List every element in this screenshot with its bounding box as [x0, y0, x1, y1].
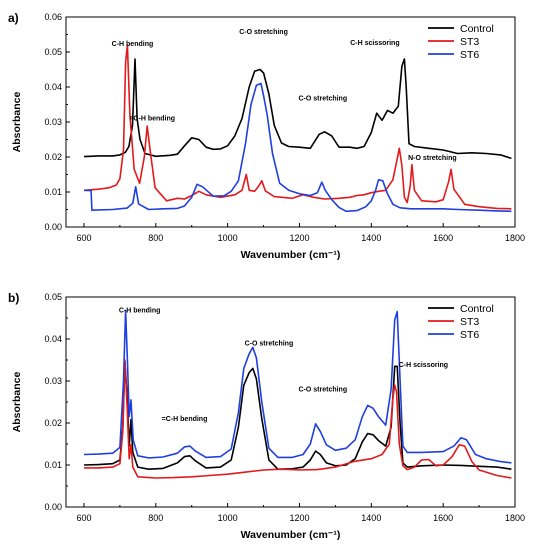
y-tick-label: 0.05: [44, 292, 62, 302]
annotation-label: C-H scissoring: [399, 362, 448, 369]
y-tick-label: 0.02: [44, 152, 62, 162]
x-tick-label: 1400: [361, 513, 381, 523]
y-tick-label: 0.05: [44, 47, 62, 57]
legend-label-st3: ST3: [460, 316, 479, 328]
y-tick-label: 0.06: [44, 12, 62, 22]
series-line-control: [83, 58, 512, 160]
x-tick-label: 1400: [361, 233, 381, 243]
legend-label-control: Control: [460, 23, 494, 35]
series-line-control: [83, 361, 512, 470]
annotation-label: C-O stretching: [239, 29, 288, 36]
legend-label-st3: ST3: [460, 36, 479, 48]
y-tick-label: 0.03: [44, 117, 62, 127]
x-axis-label: Wavenumber (cm⁻¹): [241, 529, 341, 541]
y-tick-label: 0.00: [44, 502, 62, 512]
x-tick-label: 600: [76, 513, 91, 523]
chart-panel-b: b) 600 800 1000 1200 1400 1600 1800 0.00 0.01 0.02…: [8, 291, 525, 541]
annotation-label: C-O stretching: [299, 387, 348, 394]
legend-label-control: Control: [460, 303, 494, 315]
y-tick-label: 0.01: [44, 187, 62, 197]
chart-panel-a: a) 600 800 1000 1200 1400 1600 1800 0.00 0.01 0.02…: [8, 11, 525, 261]
legend-label-st6: ST6: [460, 329, 479, 341]
x-tick-label: 1800: [505, 233, 525, 243]
x-tick-label: 1000: [218, 513, 238, 523]
annotation-label: C-H bending: [119, 308, 161, 315]
x-tick-label: 600: [76, 233, 91, 243]
y-tick-label: 0.04: [44, 82, 62, 92]
x-tick-label: 800: [148, 513, 163, 523]
y-tick-label: 0.01: [44, 460, 62, 470]
annotation-label: C-O stretching: [245, 340, 294, 347]
y-axis-label: Absorbance: [11, 92, 23, 153]
series-line-st6: [83, 82, 512, 213]
x-tick-label: 1800: [505, 513, 525, 523]
x-tick-label: 1600: [433, 233, 453, 243]
y-tick-label: 0.04: [44, 334, 62, 344]
annotation-label: C-H scissoring: [350, 40, 399, 47]
panel-label: a): [8, 11, 19, 25]
annotation-label: =C-H bending: [162, 416, 208, 423]
series-line-st6: [83, 309, 512, 464]
x-tick-label: 1600: [433, 513, 453, 523]
y-tick-label: 0.00: [44, 222, 62, 232]
y-tick-label: 0.02: [44, 418, 62, 428]
annotation-label: N-O stretching: [408, 155, 457, 162]
series-line-st3: [84, 359, 512, 479]
x-tick-label: 1000: [218, 233, 238, 243]
plot-frame: [65, 296, 516, 508]
annotation-label: =C-H bending: [129, 115, 175, 122]
panel-label: b): [8, 291, 19, 305]
annotation-label: C-H bending: [112, 41, 154, 48]
series-line-st3: [83, 44, 512, 210]
x-axis-label: Wavenumber (cm⁻¹): [241, 249, 341, 261]
y-axis-label: Absorbance: [11, 372, 23, 433]
x-tick-label: 1200: [289, 513, 309, 523]
legend-label-st6: ST6: [460, 49, 479, 61]
x-tick-label: 1200: [289, 233, 309, 243]
x-tick-label: 800: [148, 233, 163, 243]
annotation-label: C-O stretching: [299, 95, 348, 102]
y-tick-label: 0.03: [44, 376, 62, 386]
